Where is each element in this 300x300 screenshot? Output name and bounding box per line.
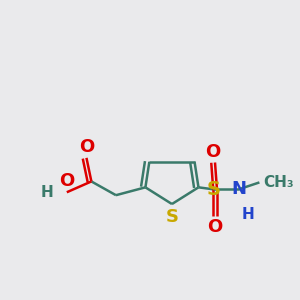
Text: S: S [165, 208, 178, 226]
Text: O: O [59, 172, 74, 190]
Text: N: N [231, 180, 246, 198]
Text: O: O [206, 143, 221, 161]
Text: CH₃: CH₃ [263, 175, 294, 190]
Text: S: S [206, 180, 220, 199]
Text: O: O [208, 218, 223, 236]
Text: H: H [40, 185, 53, 200]
Text: O: O [79, 138, 94, 156]
Text: H: H [242, 207, 254, 222]
